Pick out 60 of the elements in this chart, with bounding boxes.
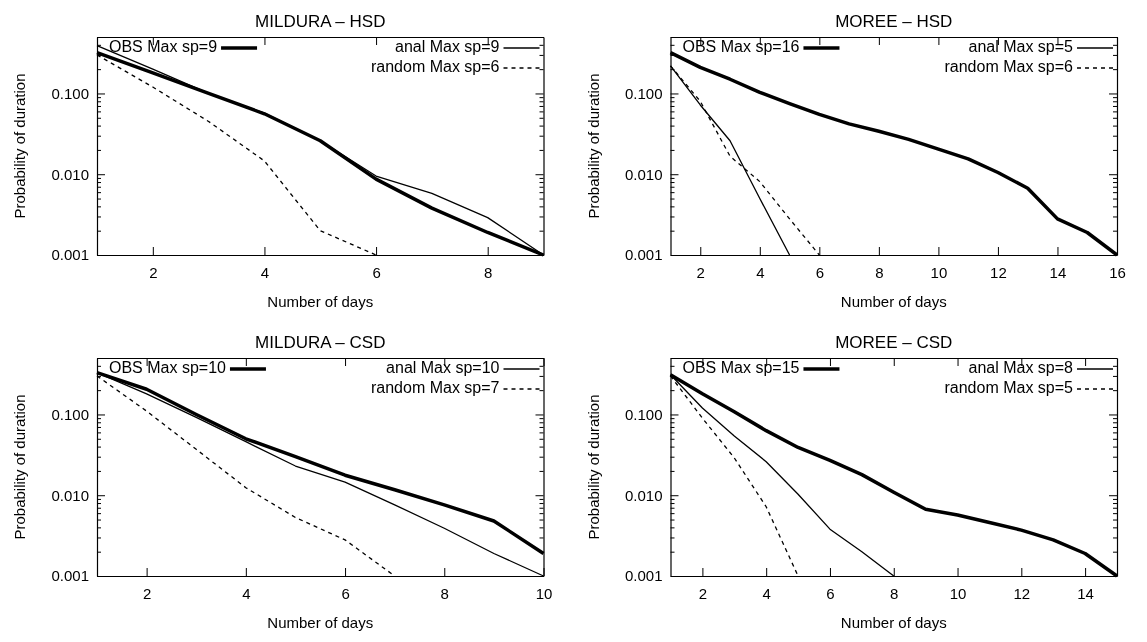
x-axis-title: Number of days xyxy=(840,293,947,310)
x-axis-title: Number of days xyxy=(267,293,374,310)
x-tick-label: 8 xyxy=(890,584,899,602)
legend-label: random Max sp=6 xyxy=(370,58,500,75)
y-axis-title: Probability of duration xyxy=(584,73,602,219)
legend-label: random Max sp=6 xyxy=(944,58,1074,75)
x-axis-title: Number of days xyxy=(840,614,947,631)
x-tick-label: 2 xyxy=(696,263,705,281)
x-tick-label: 12 xyxy=(1013,584,1031,602)
legend-label: anal Max sp=10 xyxy=(386,359,500,376)
x-tick-label: 2 xyxy=(142,584,152,602)
x-tick-label: 2 xyxy=(149,263,158,281)
x-tick-label: 6 xyxy=(372,263,381,281)
y-tick-label: 0.100 xyxy=(624,405,663,423)
chart-title: MOREE – CSD xyxy=(835,333,953,352)
y-tick-label: 0.010 xyxy=(51,486,89,504)
x-tick-label: 14 xyxy=(1049,263,1067,281)
legend-label: anal Max sp=9 xyxy=(394,38,500,55)
x-tick-label: 6 xyxy=(341,584,350,602)
x-tick-label: 12 xyxy=(990,263,1007,281)
x-tick-label: 4 xyxy=(242,584,251,602)
y-tick-label: 0.100 xyxy=(624,84,663,102)
legend-label: OBS Max sp=16 xyxy=(682,38,800,55)
y-tick-label: 0.010 xyxy=(51,165,89,183)
x-tick-label: 8 xyxy=(484,263,493,281)
x-tick-label: 10 xyxy=(930,263,948,281)
x-tick-label: 2 xyxy=(698,584,708,602)
chart-title: MILDURA – HSD xyxy=(255,12,386,31)
legend-label: random Max sp=5 xyxy=(944,379,1074,396)
legend-label: OBS Max sp=10 xyxy=(109,359,227,376)
x-tick-label: 4 xyxy=(756,263,765,281)
legend-label: anal Max sp=5 xyxy=(968,38,1074,55)
x-tick-label: 4 xyxy=(762,584,771,602)
x-tick-label: 8 xyxy=(440,584,449,602)
y-tick-label: 0.010 xyxy=(624,165,663,183)
x-tick-label: 14 xyxy=(1077,584,1094,602)
x-tick-label: 16 xyxy=(1109,263,1126,281)
x-tick-label: 4 xyxy=(260,263,270,281)
y-axis-title: Probability of duration xyxy=(11,73,28,219)
x-tick-label: 6 xyxy=(815,263,825,281)
y-tick-label: 0.100 xyxy=(51,84,89,102)
y-tick-label: 0.001 xyxy=(51,246,89,264)
x-tick-label: 8 xyxy=(875,263,884,281)
legend-label: anal Max sp=8 xyxy=(968,359,1074,376)
legend-label: OBS Max sp=9 xyxy=(109,38,218,55)
x-tick-label: 6 xyxy=(826,584,835,602)
chart-title: MILDURA – CSD xyxy=(255,333,386,352)
y-axis-title: Probability of duration xyxy=(584,394,602,540)
y-axis-title: Probability of duration xyxy=(11,394,28,540)
legend-label: random Max sp=7 xyxy=(370,379,500,396)
y-tick-label: 0.001 xyxy=(51,567,89,585)
y-tick-label: 0.001 xyxy=(624,567,663,585)
x-axis-title: Number of days xyxy=(267,614,374,631)
legend-label: OBS Max sp=15 xyxy=(682,359,800,376)
y-tick-label: 0.010 xyxy=(624,486,663,504)
x-tick-label: 10 xyxy=(535,584,553,602)
chart-title: MOREE – HSD xyxy=(835,12,953,31)
y-tick-label: 0.100 xyxy=(51,405,89,423)
y-tick-label: 0.001 xyxy=(624,246,663,264)
x-tick-label: 10 xyxy=(949,584,967,602)
